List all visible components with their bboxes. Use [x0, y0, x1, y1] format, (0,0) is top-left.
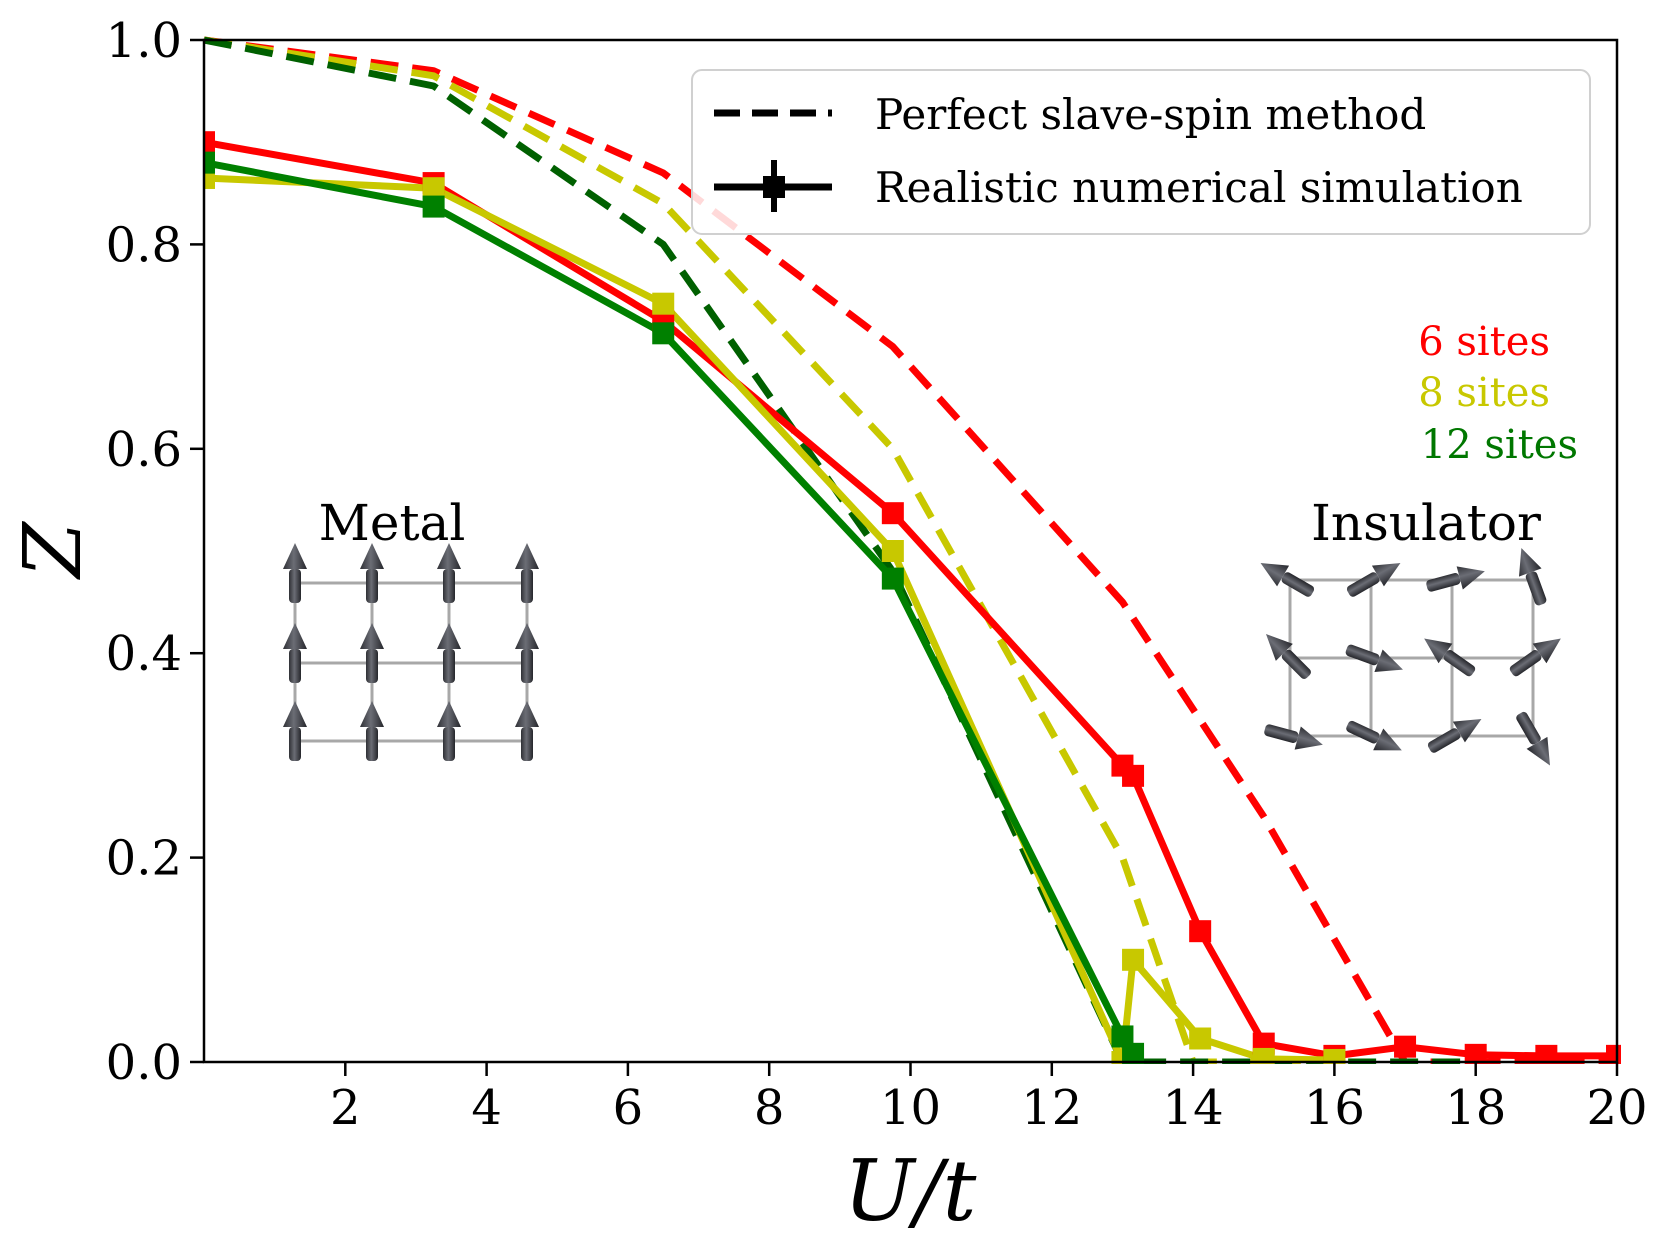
- data-point-8-sites: [1252, 1047, 1275, 1064]
- y-tick-label: 0.8: [106, 217, 182, 273]
- spin-arrow: [283, 623, 307, 683]
- spin-arrow: [1260, 563, 1315, 597]
- x-tick-label: 14: [1163, 1080, 1224, 1136]
- data-point-12-sites: [422, 195, 445, 218]
- spin-arrow: [1516, 711, 1550, 766]
- data-point-6-sites: [1189, 920, 1212, 943]
- data-point-6-sites: [1535, 1044, 1558, 1064]
- metal-label: Metal: [319, 494, 466, 552]
- spin-arrow: [437, 623, 461, 683]
- spin-arrow: [1264, 724, 1323, 750]
- insulator-lattice-illustration: [1260, 548, 1561, 766]
- spin-arrow: [1346, 720, 1402, 751]
- data-point-12-sites: [652, 322, 675, 345]
- y-tick-label: 1.0: [106, 13, 182, 69]
- spin-arrow: [283, 701, 307, 761]
- data-point-6-sites: [1122, 764, 1145, 787]
- data-point-6-sites: [881, 502, 904, 525]
- x-tick-label: 16: [1304, 1080, 1365, 1136]
- spin-arrow: [1424, 638, 1476, 677]
- spin-arrow: [1345, 644, 1403, 673]
- spin-arrow: [515, 623, 539, 683]
- y-tick-label: 0.4: [106, 626, 182, 682]
- spin-arrow: [1265, 633, 1311, 679]
- legend-label-realistic: Realistic numerical simulation: [875, 163, 1523, 212]
- y-axis-title: Z: [6, 521, 99, 581]
- insulator-label: Insulator: [1311, 494, 1541, 552]
- legend-label-perfect: Perfect slave-spin method: [875, 90, 1426, 139]
- data-point-12-sites: [881, 567, 904, 590]
- x-tick-label: 18: [1445, 1080, 1506, 1136]
- site-label-6: 6 sites: [1418, 319, 1550, 365]
- spin-arrow: [1509, 638, 1561, 677]
- spin-arrow: [437, 543, 461, 603]
- spin-arrow: [437, 701, 461, 761]
- y-axis: 0.0 0.2 0.4 0.6 0.8 1.0: [106, 13, 204, 1091]
- spin-arrow: [360, 701, 384, 761]
- series-line-dashed-6-sites: [204, 36, 1617, 1064]
- legend: Perfect slave-spin method Realistic nume…: [691, 69, 1591, 235]
- spin-arrow: [1426, 566, 1485, 592]
- x-tick-label: 6: [613, 1080, 644, 1136]
- data-point-12-sites: [204, 151, 215, 174]
- data-point-8-sites: [1189, 1027, 1212, 1050]
- x-axis: 2 4 6 8 10 12 14 16 18 20: [330, 1062, 1648, 1136]
- data-point-6-sites: [1464, 1043, 1487, 1064]
- y-tick-label: 0.2: [106, 831, 182, 887]
- x-tick-label: 12: [1021, 1080, 1082, 1136]
- spin-arrow: [1518, 548, 1547, 606]
- data-point-8-sites: [881, 540, 904, 562]
- y-tick-label: 0.6: [106, 422, 182, 478]
- data-point-8-sites: [1122, 948, 1145, 971]
- data-point-8-sites: [422, 177, 445, 200]
- data-point-12-sites: [1111, 1025, 1134, 1048]
- spin-arrow: [1346, 563, 1401, 597]
- x-axis-title: U/t: [844, 1142, 977, 1240]
- spin-arrow: [283, 543, 307, 603]
- spin-arrow: [515, 701, 539, 761]
- spin-arrow: [360, 543, 384, 603]
- spin-arrow: [515, 543, 539, 603]
- data-point-8-sites: [1323, 1048, 1346, 1064]
- y-tick-label: 0.0: [106, 1035, 182, 1091]
- legend-box: [691, 69, 1591, 235]
- data-point-8-sites: [652, 292, 675, 315]
- x-tick-label: 2: [330, 1080, 361, 1136]
- metal-lattice-illustration: [283, 543, 539, 761]
- x-tick-label: 8: [754, 1080, 785, 1136]
- x-tick-label: 10: [880, 1080, 941, 1136]
- site-label-8: 8 sites: [1418, 370, 1550, 416]
- data-point-6-sites: [1394, 1035, 1417, 1058]
- spin-arrow: [360, 623, 384, 683]
- x-tick-label: 4: [471, 1080, 502, 1136]
- spin-arrow: [1427, 719, 1482, 753]
- x-tick-label: 20: [1586, 1080, 1647, 1136]
- data-point-8-sites: [204, 166, 215, 189]
- site-label-12: 12 sites: [1421, 422, 1578, 468]
- data-point-12-sites: [1122, 1042, 1145, 1064]
- data-markers: [204, 131, 1621, 1064]
- data-point-6-sites: [204, 131, 215, 154]
